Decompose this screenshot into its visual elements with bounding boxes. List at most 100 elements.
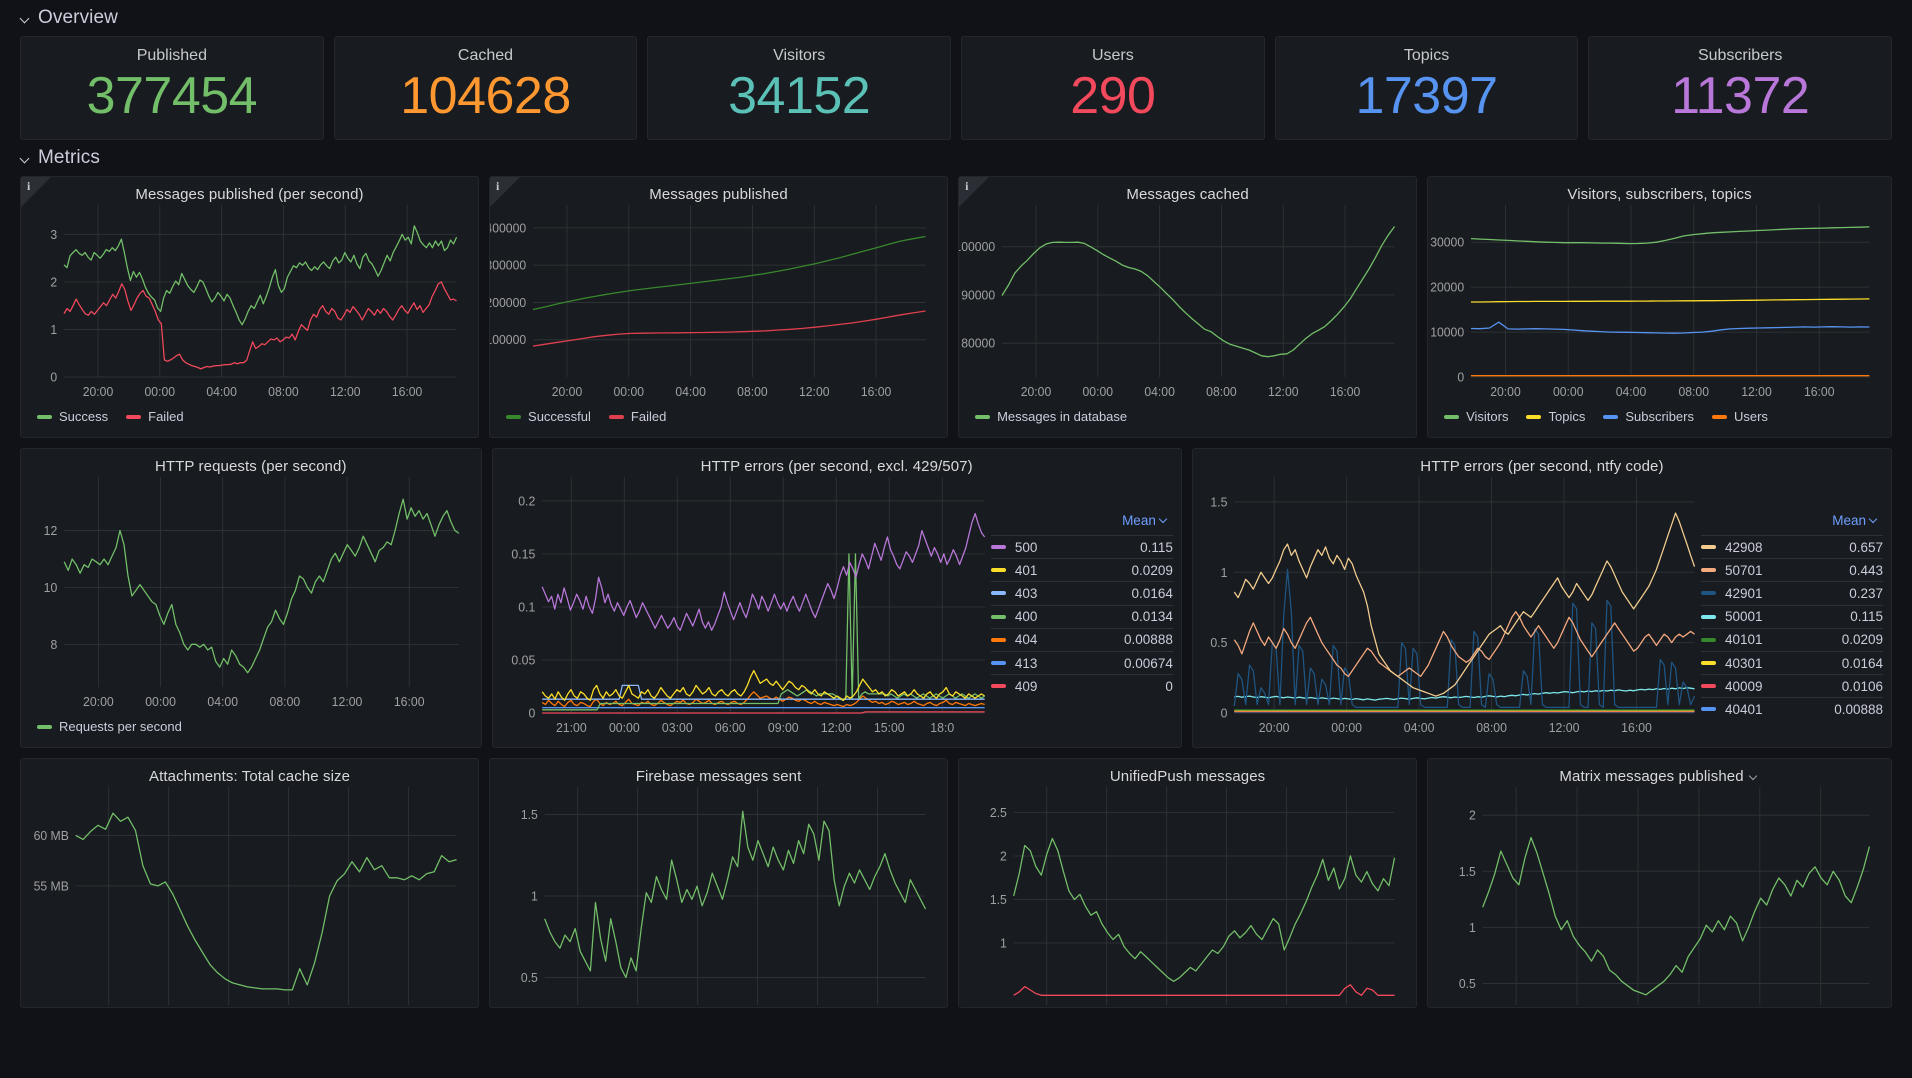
graph-plot-area[interactable]: 1 1.5 2 2.5 — [959, 785, 1416, 1005]
legend-color-swatch[interactable] — [990, 661, 1006, 666]
legend-color-swatch[interactable] — [975, 414, 991, 419]
legend-color-swatch[interactable] — [126, 414, 142, 419]
chart-panel-unifiedpush-messages[interactable]: UnifiedPush messages 1 1.5 2 2.5 — [958, 758, 1418, 1008]
graph-plot-area[interactable]: 0 10000 20000 30000 20:00 00:00 04:00 08:00 12:0… — [1428, 203, 1891, 405]
legend-color-swatch[interactable] — [1701, 545, 1717, 550]
chart-panel-http-errors-ntfy[interactable]: HTTP errors (per second, ntfy code) 0 0.5 1… — [1191, 448, 1893, 748]
legend-item[interactable]: Success — [37, 409, 108, 424]
panel-info-corner[interactable] — [21, 177, 51, 207]
panel-info-corner[interactable] — [959, 177, 990, 207]
info-icon[interactable]: i — [496, 179, 500, 193]
legend-row[interactable]: 50701 0.443 — [1701, 558, 1884, 581]
panel-title[interactable]: HTTP requests (per second) — [21, 449, 481, 475]
section-header-overview[interactable]: Overview — [10, 0, 1902, 36]
legend-item[interactable]: Failed — [608, 409, 666, 424]
legend-color-swatch[interactable] — [990, 568, 1006, 573]
panel-info-corner[interactable] — [490, 177, 521, 207]
legend-color-swatch[interactable] — [1444, 414, 1460, 419]
legend-inline[interactable]: Successful Failed — [490, 405, 947, 424]
chevron-down-icon[interactable] — [1870, 516, 1879, 525]
chart-panel-matrix-messages-published[interactable]: Matrix messages published 0.5 1 1.5 2 — [1427, 758, 1892, 1008]
panel-title[interactable]: Attachments: Total cache size — [21, 759, 478, 785]
legend-row[interactable]: 500 0.115 — [990, 535, 1173, 558]
panel-title[interactable]: Messages cached — [959, 177, 1416, 203]
stat-panel-subscribers[interactable]: Subscribers 11372 — [1588, 36, 1893, 140]
graph-plot-area[interactable]: 0.5 1 1.5 2 — [1428, 785, 1891, 1005]
legend-color-swatch[interactable] — [990, 637, 1006, 642]
legend-color-swatch[interactable] — [1701, 707, 1717, 712]
info-icon[interactable]: i — [27, 179, 31, 193]
legend-table[interactable]: Mean 42908 0.657 50701 0.443 42901 0.237 50001 0… — [1701, 509, 1884, 721]
panel-title[interactable]: UnifiedPush messages — [959, 759, 1416, 785]
legend-color-swatch[interactable] — [990, 591, 1006, 596]
chevron-down-icon[interactable] — [1750, 772, 1760, 782]
panel-title[interactable]: Matrix messages published — [1428, 759, 1891, 785]
panel-title[interactable]: Firebase messages sent — [490, 759, 947, 785]
legend-sort-header[interactable]: Mean — [991, 509, 1173, 535]
chart-panel-messages-published[interactable]: i Messages published 100000 200000 300000 400… — [489, 176, 949, 438]
legend-color-swatch[interactable] — [37, 414, 52, 419]
legend-color-swatch[interactable] — [608, 414, 624, 419]
graph-plot-area[interactable]: 8 10 12 20:00 00:00 04:00 08:00 12:00 16:00 — [21, 475, 481, 715]
legend-color-swatch[interactable] — [1701, 661, 1717, 666]
legend-row[interactable]: 403 0.0164 — [990, 581, 1173, 604]
legend-inline[interactable]: Visitors Topics Subscribers Users — [1428, 405, 1891, 424]
legend-color-swatch[interactable] — [1701, 591, 1717, 596]
legend-color-swatch[interactable] — [1526, 414, 1542, 419]
legend-item[interactable]: Visitors — [1444, 409, 1508, 424]
chart-panel-attachments-cache-size[interactable]: Attachments: Total cache size 55 MB 60 MB — [20, 758, 480, 1008]
stat-panel-visitors[interactable]: Visitors 34152 — [647, 36, 952, 140]
legend-color-swatch[interactable] — [37, 724, 52, 729]
chart-panel-firebase-messages-sent[interactable]: Firebase messages sent 0.5 1 1.5 — [489, 758, 949, 1008]
chevron-down-icon[interactable] — [20, 13, 31, 24]
legend-item[interactable]: Subscribers — [1603, 409, 1694, 424]
legend-sort-header[interactable]: Mean — [1701, 509, 1883, 535]
chart-panel-messages-published-per-second[interactable]: i Messages published (per second) 0 1 2 3 20:0… — [20, 176, 480, 438]
legend-item[interactable]: Messages in database — [975, 409, 1127, 424]
legend-color-swatch[interactable] — [1701, 568, 1717, 573]
legend-row[interactable]: 40401 0.00888 — [1701, 697, 1884, 720]
legend-row[interactable]: 42908 0.657 — [1701, 535, 1884, 558]
legend-item[interactable]: Topics — [1526, 409, 1585, 424]
legend-item[interactable]: Users — [1711, 409, 1768, 424]
legend-color-swatch[interactable] — [1701, 614, 1717, 619]
panel-title[interactable]: HTTP errors (per second, ntfy code) — [1193, 449, 1891, 475]
legend-row[interactable]: 401 0.0209 — [990, 558, 1173, 581]
chart-panel-visitors-subscribers-topics[interactable]: Visitors, subscribers, topics 0 10000 20000… — [1427, 176, 1892, 438]
legend-color-swatch[interactable] — [1603, 414, 1619, 419]
legend-row[interactable]: 42901 0.237 — [1701, 581, 1884, 604]
stat-panel-cached[interactable]: Cached 104628 — [333, 36, 638, 140]
graph-plot-area[interactable]: 0.5 1 1.5 — [490, 785, 947, 1005]
graph-plot-area[interactable]: 0 0.5 1 1.5 20:00 00:00 04:00 08:00 12:00 16:00 Me… — [1193, 475, 1891, 741]
graph-plot-area[interactable]: 0 1 2 3 20:00 00:00 04:00 08:00 12:00 16:00 — [21, 203, 478, 405]
legend-row[interactable]: 40301 0.0164 — [1701, 650, 1884, 674]
graph-plot-area[interactable]: 0 0.05 0.1 0.15 0.2 21:00 00:00 03:00 06:00 09:00… — [493, 475, 1181, 741]
legend-item[interactable]: Failed — [126, 409, 184, 424]
legend-row[interactable]: 409 0 — [990, 674, 1173, 697]
chart-panel-messages-cached[interactable]: i Messages cached 80000 90000 100000 20:00 00:… — [958, 176, 1418, 438]
graph-plot-area[interactable]: 80000 90000 100000 20:00 00:00 04:00 08:00 12:0… — [959, 203, 1416, 405]
legend-table[interactable]: Mean 500 0.115 401 0.0209 403 0.0164 400 0.0134 4… — [990, 509, 1173, 697]
chevron-down-icon[interactable] — [20, 153, 31, 164]
legend-color-swatch[interactable] — [990, 684, 1006, 689]
legend-color-swatch[interactable] — [1711, 414, 1727, 419]
legend-color-swatch[interactable] — [506, 414, 522, 419]
legend-inline[interactable]: Success Failed — [21, 405, 478, 424]
panel-title[interactable]: Visitors, subscribers, topics — [1428, 177, 1891, 203]
section-header-metrics[interactable]: Metrics — [10, 140, 1902, 176]
legend-inline[interactable]: Messages in database — [959, 405, 1416, 424]
panel-title[interactable]: Messages published — [490, 177, 947, 203]
stat-panel-published[interactable]: Published 377454 — [20, 36, 324, 140]
chart-panel-http-requests-per-second[interactable]: HTTP requests (per second) 8 10 12 20:00 00:0… — [20, 448, 482, 748]
legend-row[interactable]: 413 0.00674 — [990, 650, 1173, 674]
stat-panel-topics[interactable]: Topics 17397 — [1274, 36, 1579, 140]
legend-row[interactable]: 50001 0.115 — [1701, 604, 1884, 628]
chevron-down-icon[interactable] — [1160, 516, 1169, 525]
chart-panel-http-errors-excl[interactable]: HTTP errors (per second, excl. 429/507) 0… — [491, 448, 1182, 748]
legend-inline[interactable]: Requests per second — [21, 715, 481, 734]
legend-color-swatch[interactable] — [990, 614, 1006, 619]
legend-item[interactable]: Requests per second — [37, 719, 182, 734]
legend-row[interactable]: 400 0.0134 — [990, 604, 1173, 628]
panel-title[interactable]: Messages published (per second) — [21, 177, 478, 203]
legend-row[interactable]: 40009 0.0106 — [1701, 674, 1884, 697]
